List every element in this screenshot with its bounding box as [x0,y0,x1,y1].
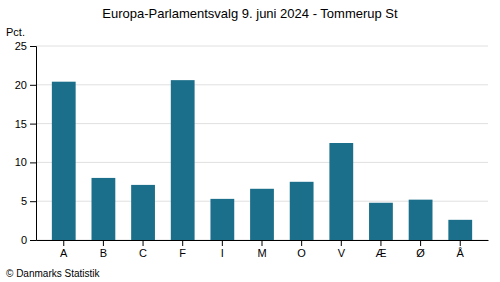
y-tick: 0 [21,234,36,246]
y-axis: 0 5 10 15 20 25 [15,40,37,246]
bar [210,199,234,240]
x-tick: Ø [416,240,425,259]
y-tick: 25 [15,40,36,52]
bar [52,82,76,240]
x-tick-label: B [100,247,107,259]
x-tick-label: A [60,247,68,259]
grid-line [36,162,488,163]
y-tick: 15 [15,118,36,130]
grid-line [36,123,488,124]
y-axis-line [30,47,37,241]
y-tick-mark [30,46,36,47]
x-tick-label: Ø [416,247,425,259]
y-tick-label: 5 [21,195,27,207]
x-tick: I [221,240,224,259]
bar [409,200,433,240]
x-tick-label: M [257,247,266,259]
y-tick: 5 [21,195,36,207]
y-tick-mark [30,162,36,163]
y-tick: 20 [15,79,36,91]
y-axis-label: Pct. [6,26,25,38]
bar [171,80,195,240]
x-tick: A [60,240,68,259]
bar [290,182,314,240]
bars [52,80,472,240]
bar [131,185,155,240]
x-tick-mark [63,240,64,246]
x-tick-mark [222,240,223,246]
bar [369,203,393,240]
grid [36,46,488,240]
x-tick: B [100,240,107,259]
y-tick-label: 20 [15,79,27,91]
chart-container: Europa-Parlamentsvalg 9. juni 2024 - Tom… [0,0,500,282]
bar [250,189,274,240]
y-tick-label: 10 [15,156,27,168]
x-tick-mark [103,240,104,246]
title: Europa-Parlamentsvalg 9. juni 2024 - Tom… [102,6,398,21]
x-tick: O [297,240,306,259]
x-tick-label: V [338,247,346,259]
x-tick-label: C [139,247,147,259]
x-tick: M [257,240,266,259]
x-tick-mark [380,240,381,246]
x-tick-label: I [221,247,224,259]
x-tick-mark [420,240,421,246]
grid-line [36,84,488,85]
x-tick-mark [341,240,342,246]
chart-svg: Europa-Parlamentsvalg 9. juni 2024 - Tom… [0,0,500,282]
y-tick-label: 0 [21,234,27,246]
x-tick-label: O [297,247,306,259]
x-tick-mark [182,240,183,246]
x-tick: Å [457,240,465,259]
y-tick-mark [30,240,36,241]
x-tick-mark [301,240,302,246]
grid-line [36,46,488,47]
x-axis: ABCFIMOVÆØÅ [37,240,489,259]
x-tick-label: F [179,247,186,259]
bar [92,178,116,240]
y-tick: 10 [15,156,36,168]
x-tick-mark [143,240,144,246]
x-tick: F [179,240,186,259]
footer: © Danmarks Statistik [6,268,101,279]
y-tick-label: 15 [15,118,27,130]
x-tick-mark [262,240,263,246]
y-tick-mark [30,201,36,202]
bar [329,143,353,240]
y-tick-mark [30,124,36,125]
x-tick-label: Æ [375,247,386,259]
y-tick-label: 25 [15,40,27,52]
x-tick: C [139,240,147,259]
x-tick: Æ [375,240,386,259]
x-tick-label: Å [457,247,465,259]
y-tick-mark [30,85,36,86]
bar [448,220,472,240]
x-tick-mark [460,240,461,246]
x-tick: V [338,240,346,259]
plot-area: 0 5 10 15 20 25 A B C F I M O V Æ Ø Å [15,40,489,259]
